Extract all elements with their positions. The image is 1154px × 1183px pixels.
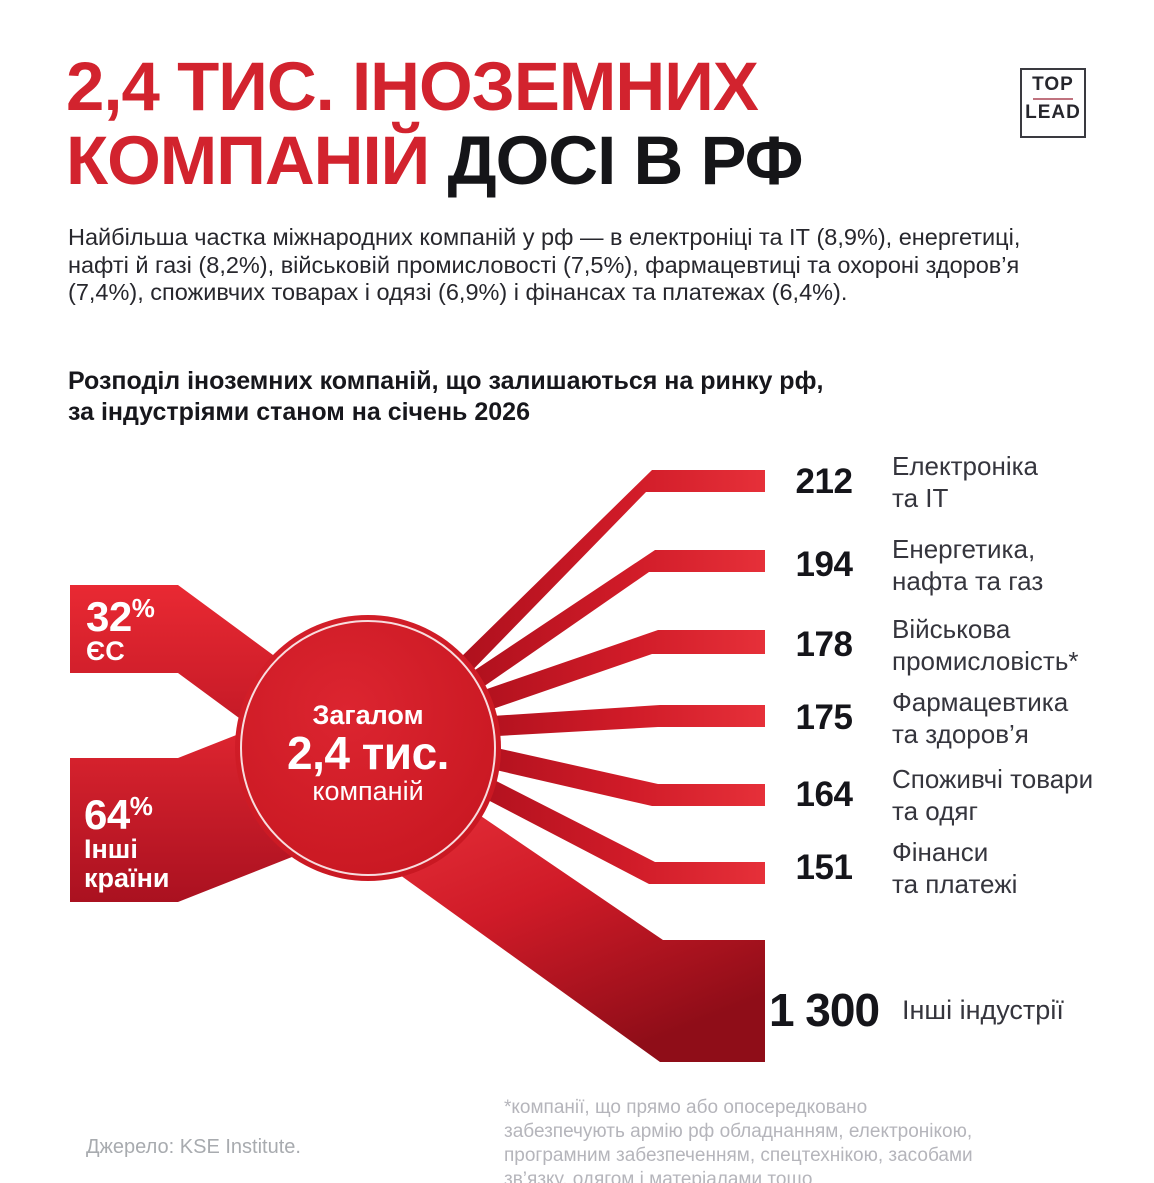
industry-label-line2: та одяг: [892, 796, 978, 826]
industry-label-line2: та платежі: [892, 869, 1018, 899]
source-other-value: 64%: [84, 786, 170, 838]
industry-row-pharma: 175 Фармацевтика та здоров’я: [776, 686, 1069, 750]
industry-value: 164: [795, 775, 853, 814]
chart-subtitle-line2: за індустріями станом на січень 2026: [68, 398, 530, 426]
industry-label: Фінанси та платежі: [892, 836, 1017, 900]
logo-top-text: TOP: [1032, 74, 1074, 95]
title-line2-black: ДОСІ В РФ: [447, 122, 803, 199]
flow-other-industries: [400, 795, 765, 1062]
title-line2: КОМПАНІЙ ДОСІ В РФ: [66, 122, 803, 199]
industry-label: Енергетика, нафта та газ: [892, 533, 1043, 597]
source-eu-number: 32: [86, 593, 132, 640]
industry-label-line1: Енергетика,: [892, 534, 1036, 564]
source-eu-value: 32%: [86, 588, 155, 640]
industry-label-line2: та ІТ: [892, 483, 949, 513]
source-label-eu: 32% ЄС: [86, 588, 155, 666]
industry-label-line1: Споживчі товари: [892, 764, 1094, 794]
logo-divider: [1033, 98, 1073, 100]
sankey-diagram: [70, 470, 765, 1062]
industry-label-line1: Фармацевтика: [892, 687, 1069, 717]
industry-label-line2: нафта та газ: [892, 566, 1044, 596]
industry-row-other: 1 300 Інші індустрії: [768, 983, 1064, 1037]
footnote: *компанії, що прямо або опосередковано з…: [504, 1097, 973, 1183]
intro-paragraph: Найбільша частка міжнародних компаній у …: [68, 224, 1021, 305]
chart-subtitle-line1: Розподіл іноземних компаній, що залишают…: [68, 367, 824, 395]
industry-row-electronics: 212 Електроніка та ІТ: [776, 450, 1038, 514]
flow-electronics-it: [458, 470, 765, 685]
flow-consumer-goods: [461, 740, 765, 806]
total-node-label: Загалом 2,4 тис. компаній: [237, 700, 499, 806]
source-other-number: 64: [84, 791, 130, 838]
source-label-other-countries: 64% Інші країни: [84, 786, 170, 893]
industry-value: 151: [795, 848, 853, 887]
industry-row-military: 178 Військова промисловість*: [776, 613, 1079, 677]
chart-subtitle: Розподіл іноземних компаній, що залишают…: [68, 366, 823, 428]
industry-label-line2: промисловість*: [892, 646, 1079, 676]
industry-label: Інші індустрії: [902, 994, 1064, 1026]
flow-military-industry: [461, 630, 765, 720]
source-eu-percent-sign: %: [131, 593, 155, 623]
industry-label-line1: Інші індустрії: [902, 995, 1064, 1025]
source-other-name-line1: Інші: [84, 834, 138, 864]
logo-bottom-text: LEAD: [1025, 102, 1081, 123]
industry-row-energy: 194 Енергетика, нафта та газ: [776, 533, 1044, 597]
industry-value: 212: [795, 462, 853, 501]
industry-label-line1: Електроніка: [892, 451, 1039, 481]
source-credit: Джерело: KSE Institute.: [86, 1136, 301, 1158]
industry-label: Військова промисловість*: [892, 613, 1078, 677]
total-label-top: Загалом: [312, 700, 424, 730]
total-node-circle: [235, 615, 501, 881]
page-title: 2,4 ТИС. ІНОЗЕМНИХ КОМПАНІЙ ДОСІ В РФ: [66, 50, 803, 199]
total-value: 2,4 тис.: [287, 727, 449, 779]
toplead-logo: TOP LEAD: [1020, 68, 1086, 138]
industry-label: Електроніка та ІТ: [892, 450, 1038, 514]
industry-value: 178: [795, 625, 853, 664]
flow-finance-payments: [459, 762, 765, 884]
source-other-percent-sign: %: [129, 791, 153, 821]
title-line1-text: 2,4 ТИС. ІНОЗЕМНИХ: [66, 48, 759, 125]
source-eu-name: ЄС: [86, 636, 125, 666]
total-node-ring: [240, 620, 496, 876]
industry-value: 1 300: [768, 984, 880, 1036]
industry-row-finance: 151 Фінанси та платежі: [776, 836, 1018, 900]
title-line1: 2,4 ТИС. ІНОЗЕМНИХ: [66, 50, 802, 124]
source-other-name-line2: країни: [84, 863, 170, 893]
industry-label: Споживчі товари та одяг: [892, 763, 1093, 827]
flow-energy-oil-gas: [460, 550, 765, 703]
title-line2-red: КОМПАНІЙ: [66, 122, 430, 199]
industry-label: Фармацевтика та здоров’я: [892, 686, 1068, 750]
industry-row-consumer: 164 Споживчі товари та одяг: [776, 763, 1094, 827]
flow-pharma-health: [462, 705, 765, 738]
industry-label-line2: та здоров’я: [892, 719, 1029, 749]
total-label-bottom: компаній: [312, 776, 424, 806]
industry-value: 194: [795, 545, 853, 584]
industry-value: 175: [795, 698, 853, 737]
industry-label-line1: Фінанси: [892, 837, 989, 867]
industry-label-line1: Військова: [892, 614, 1011, 644]
